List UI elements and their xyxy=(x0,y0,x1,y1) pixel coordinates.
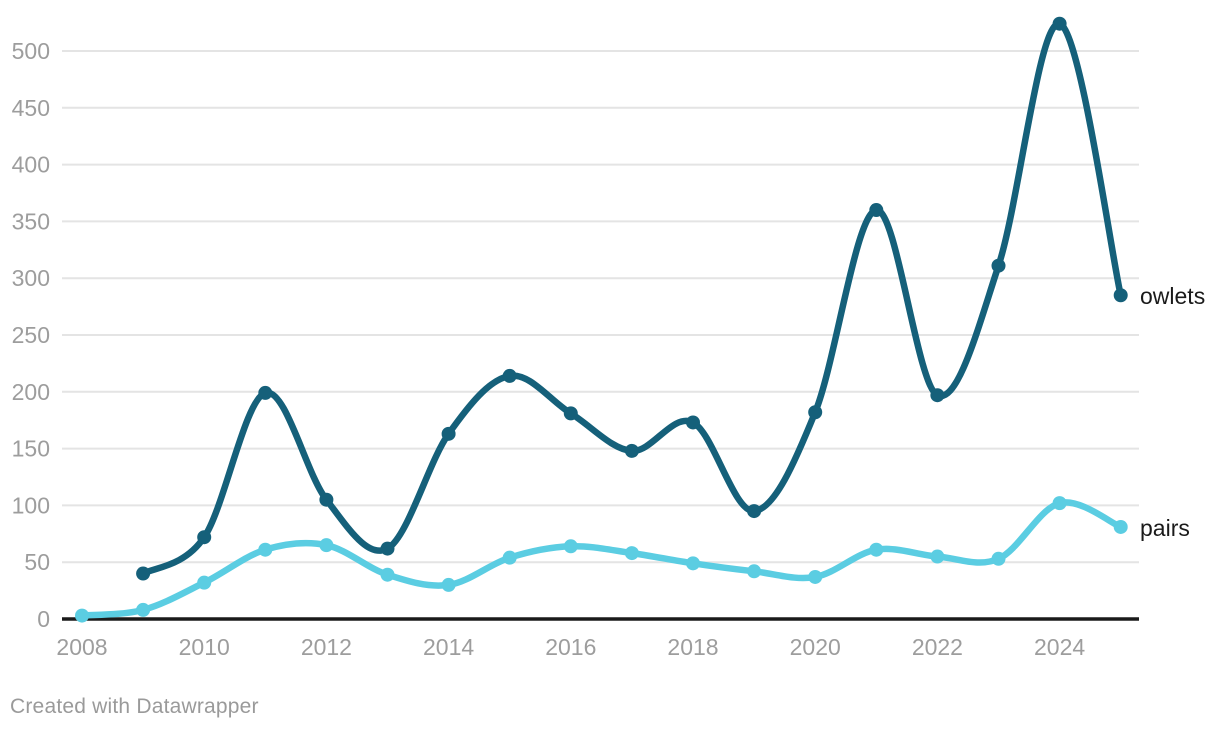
y-tick-label-100: 100 xyxy=(12,492,50,518)
series-label-owlets: owlets xyxy=(1140,283,1205,309)
data-point-pairs-2013[interactable] xyxy=(380,567,395,582)
y-tick-label-400: 400 xyxy=(12,152,50,178)
y-tick-label-500: 500 xyxy=(12,38,50,64)
series-line-pairs xyxy=(78,499,1124,619)
data-point-pairs-2015[interactable] xyxy=(502,550,517,565)
data-point-pairs-2014[interactable] xyxy=(441,577,456,592)
y-tick-label-50: 50 xyxy=(24,549,50,575)
data-point-pairs-2011[interactable] xyxy=(258,542,273,557)
y-tick-label-350: 350 xyxy=(12,208,50,234)
data-point-owlets-2017[interactable] xyxy=(624,443,639,458)
data-point-pairs-2024[interactable] xyxy=(1052,496,1067,511)
data-point-pairs-2008[interactable] xyxy=(75,608,89,623)
data-point-pairs-2010[interactable] xyxy=(197,575,212,590)
data-point-pairs-2023[interactable] xyxy=(991,551,1006,566)
x-tick-label-2022: 2022 xyxy=(912,634,963,660)
data-point-owlets-2022[interactable] xyxy=(930,388,945,403)
data-point-owlets-2019[interactable] xyxy=(747,504,762,519)
y-tick-label-250: 250 xyxy=(12,322,50,348)
data-point-pairs-2021[interactable] xyxy=(869,542,884,557)
data-point-owlets-2011[interactable] xyxy=(258,385,273,400)
data-point-pairs-2017[interactable] xyxy=(624,546,639,561)
data-point-owlets-2021[interactable] xyxy=(869,203,884,218)
data-point-owlets-2015[interactable] xyxy=(502,368,517,383)
data-point-pairs-2025[interactable] xyxy=(1113,519,1128,534)
series-label-pairs: pairs xyxy=(1140,515,1190,541)
data-point-pairs-2022[interactable] xyxy=(930,549,945,564)
data-point-owlets-2014[interactable] xyxy=(441,426,456,441)
data-point-owlets-2010[interactable] xyxy=(197,530,212,545)
data-point-pairs-2016[interactable] xyxy=(563,539,578,554)
datawrapper-credit-link[interactable]: Created with Datawrapper xyxy=(10,695,259,718)
data-point-owlets-2016[interactable] xyxy=(563,406,578,421)
x-tick-label-2020: 2020 xyxy=(790,634,841,660)
data-point-pairs-2009[interactable] xyxy=(136,602,151,617)
x-tick-label-2012: 2012 xyxy=(301,634,352,660)
y-tick-label-200: 200 xyxy=(12,379,50,405)
data-point-owlets-2024[interactable] xyxy=(1052,16,1067,31)
data-point-owlets-2025[interactable] xyxy=(1113,288,1128,303)
series-line-owlets xyxy=(139,20,1124,577)
y-tick-label-450: 450 xyxy=(12,95,50,121)
data-point-owlets-2018[interactable] xyxy=(686,415,700,430)
x-tick-label-2008: 2008 xyxy=(56,634,107,660)
data-point-owlets-2020[interactable] xyxy=(808,405,823,420)
data-point-pairs-2012[interactable] xyxy=(319,538,334,553)
data-point-owlets-2023[interactable] xyxy=(991,258,1006,273)
line-chart: 0 50 100 150 200 250 300 350 400 450 500 2008 2010 20… xyxy=(12,16,1205,660)
data-point-owlets-2009[interactable] xyxy=(136,566,151,581)
data-point-owlets-2013[interactable] xyxy=(380,541,395,556)
x-tick-label-2018: 2018 xyxy=(667,634,718,660)
x-tick-label-2010: 2010 xyxy=(179,634,230,660)
y-tick-label-150: 150 xyxy=(12,436,50,462)
data-point-pairs-2020[interactable] xyxy=(808,569,823,584)
y-tick-label-0: 0 xyxy=(37,606,50,632)
x-tick-label-2014: 2014 xyxy=(423,634,474,660)
y-tick-label-300: 300 xyxy=(12,265,50,291)
data-point-pairs-2018[interactable] xyxy=(686,556,700,571)
x-tick-label-2024: 2024 xyxy=(1034,634,1085,660)
data-point-pairs-2019[interactable] xyxy=(747,564,762,579)
data-point-owlets-2012[interactable] xyxy=(319,492,334,507)
x-tick-label-2016: 2016 xyxy=(545,634,596,660)
